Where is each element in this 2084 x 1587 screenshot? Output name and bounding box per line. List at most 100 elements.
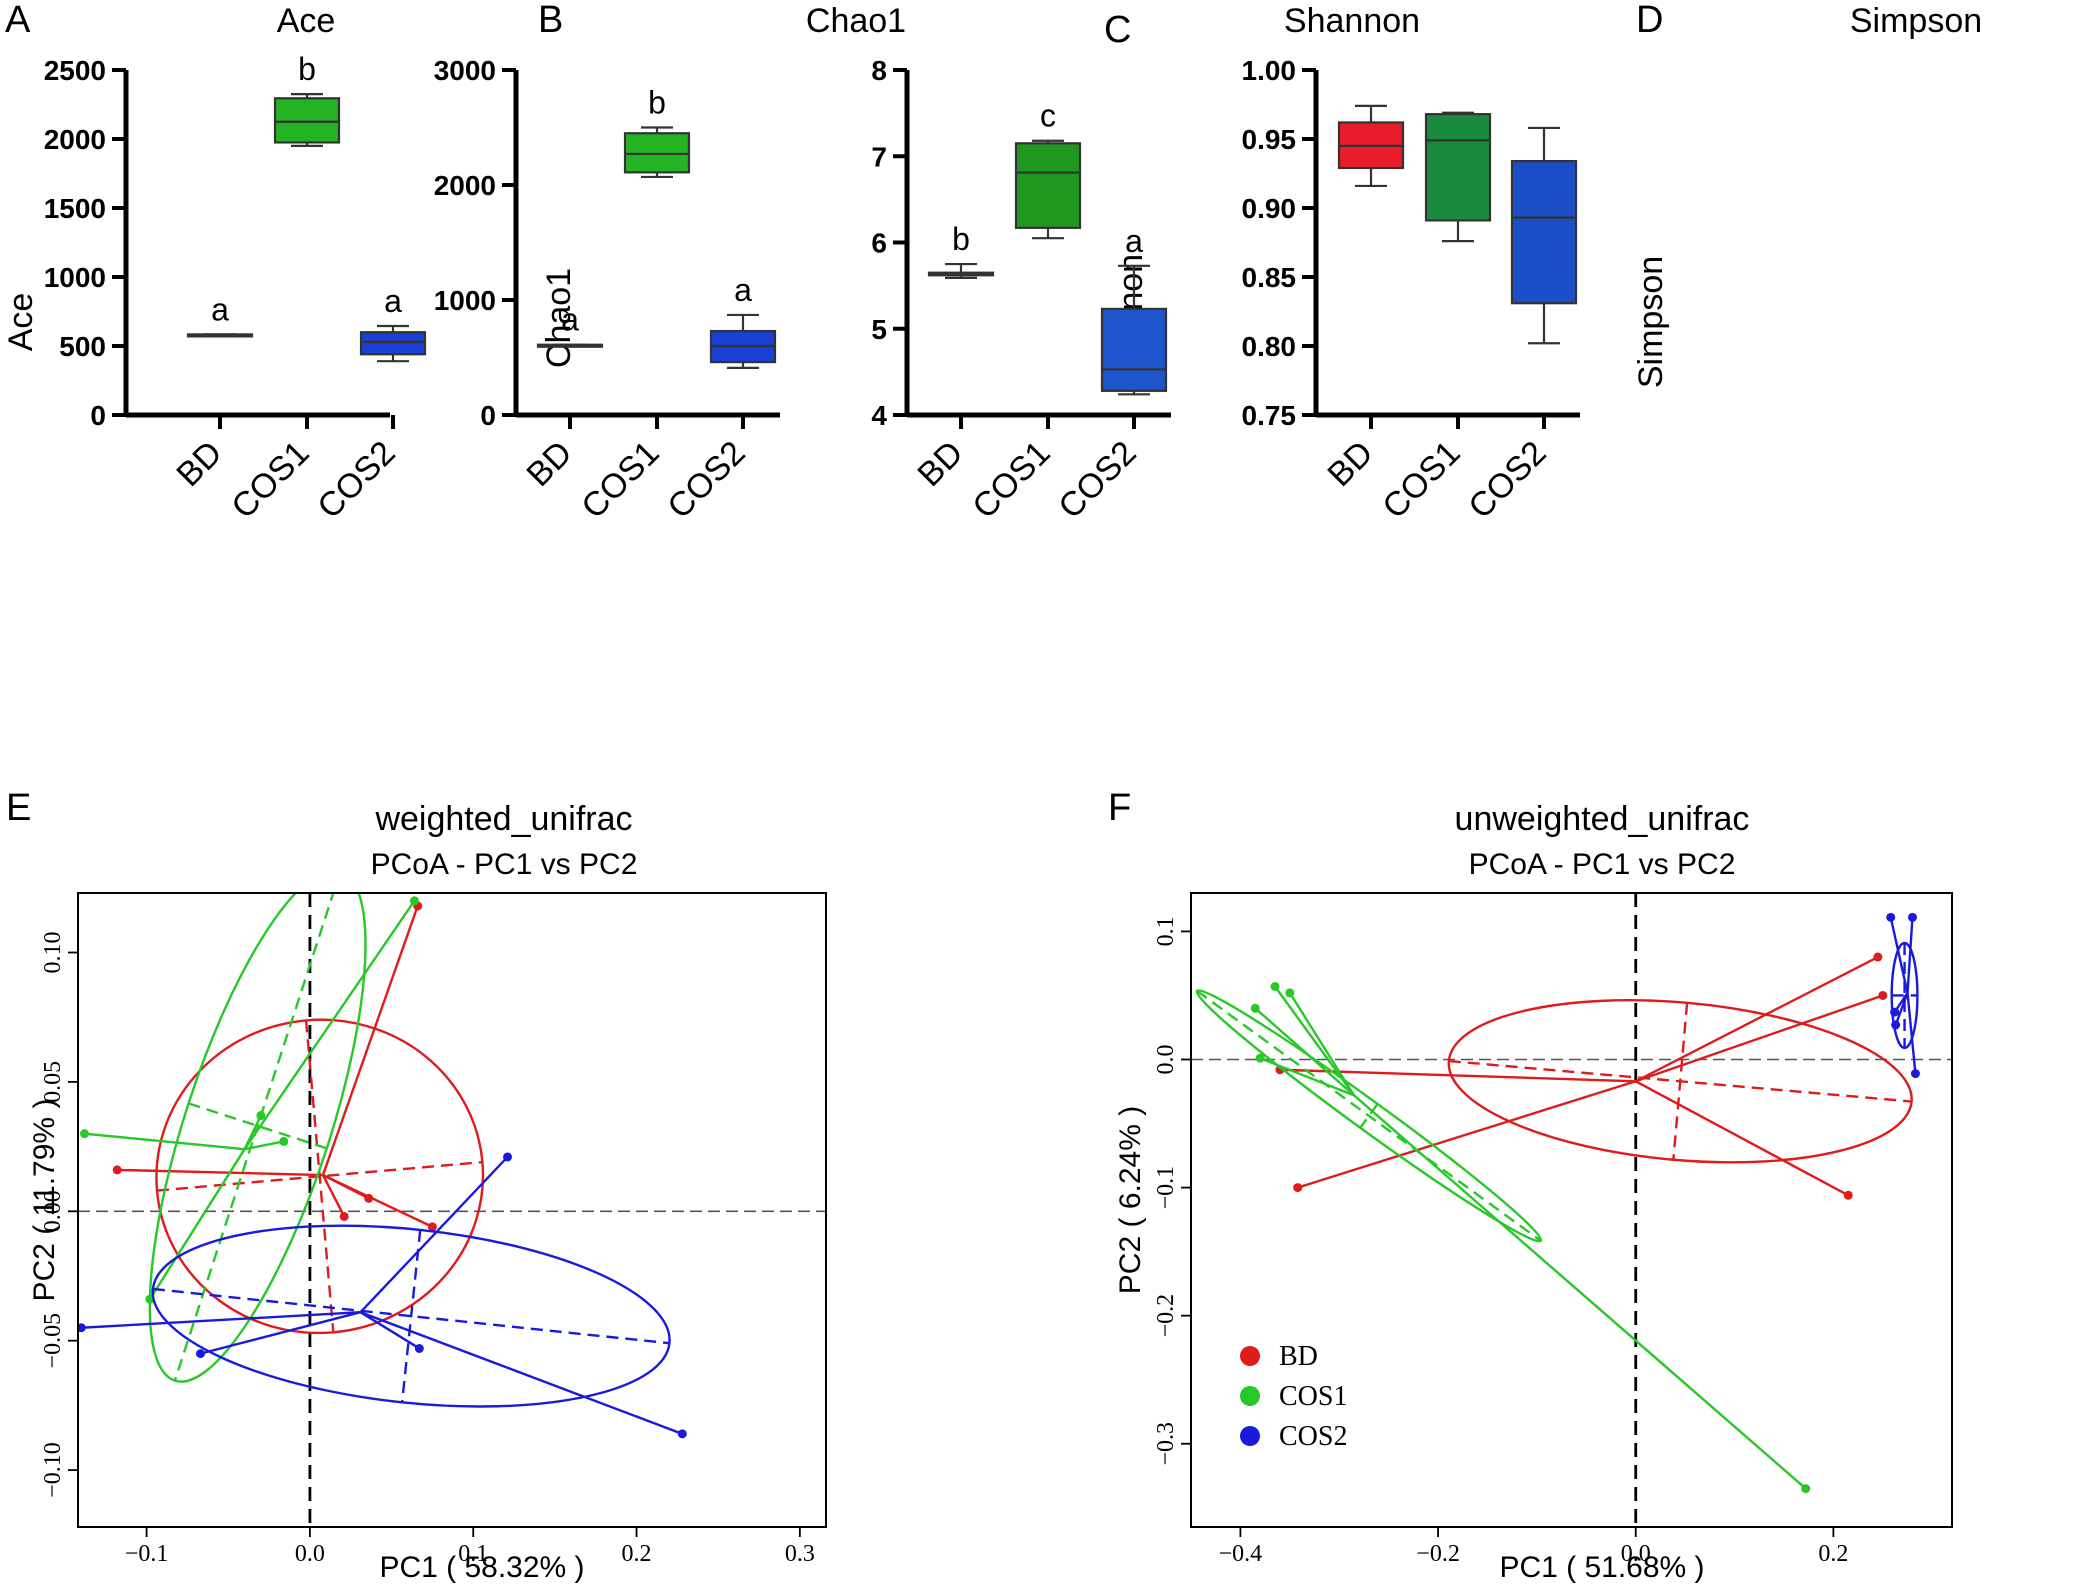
box-b-bd xyxy=(536,343,604,348)
ellipse-major-axis xyxy=(152,1287,670,1345)
significance-letter-b-bd: a xyxy=(561,302,579,338)
spider-line xyxy=(117,1168,324,1177)
y-tick-label-c: 8 xyxy=(871,55,887,86)
y-tick-label-f: 0.1 xyxy=(1153,916,1179,946)
y-tick-label-b: 2000 xyxy=(434,170,496,201)
panel-label-e: E xyxy=(6,787,31,829)
panel-label-f: F xyxy=(1108,787,1131,829)
sample-point xyxy=(1886,912,1896,922)
legend-label-cos2: COS2 xyxy=(1279,1421,1347,1452)
chart-title-e: weighted_unifrac xyxy=(374,800,632,838)
sample-point xyxy=(112,1165,122,1175)
group-f-cos1 xyxy=(1195,981,1811,1494)
ellipse-minor-axis xyxy=(1672,1002,1689,1160)
x-axis-label-e: PC1 ( 58.32% ) xyxy=(379,1551,584,1584)
spider-line xyxy=(321,1174,346,1218)
y-axis-label-b: Chao1 xyxy=(540,268,578,368)
sample-point xyxy=(1878,990,1888,1000)
spider-line xyxy=(1635,955,1879,1083)
plot-frame-f xyxy=(1190,892,1953,1528)
panel-label-c: C xyxy=(1104,9,1131,51)
legend-label-bd: BD xyxy=(1279,1341,1318,1372)
y-tick-label-d: 1.00 xyxy=(1242,55,1297,86)
box-iqr xyxy=(1424,113,1492,222)
legend-marker-cos2 xyxy=(1240,1426,1260,1446)
sample-point xyxy=(195,1349,205,1359)
sample-point xyxy=(1907,912,1917,922)
box-b-cos1 xyxy=(623,126,691,179)
box-d-bd xyxy=(1337,104,1405,188)
panel-label-d: D xyxy=(1636,0,1663,41)
x-tick-label-e: 0.0 xyxy=(295,1541,325,1567)
box-iqr xyxy=(359,331,427,356)
spider-line xyxy=(1635,994,1884,1083)
spider-line xyxy=(1259,1057,1355,1097)
panel-label-a: A xyxy=(5,0,31,41)
x-tick-label-e: 0.2 xyxy=(622,1541,652,1567)
y-tick-label-c: 5 xyxy=(871,314,887,345)
box-d-cos2 xyxy=(1510,126,1578,345)
box-c-cos1 xyxy=(1014,139,1082,240)
y-tick-label-c: 4 xyxy=(871,400,887,431)
group-e-bd xyxy=(112,901,485,1335)
significance-letter-a-cos1: b xyxy=(298,51,316,87)
spider-line xyxy=(1274,985,1356,1097)
sample-point xyxy=(1270,981,1280,991)
y-tick-label-f: 0.0 xyxy=(1153,1045,1179,1075)
spider-line xyxy=(1906,917,1914,993)
spider-line xyxy=(84,1132,245,1151)
y-tick-label-e: −0.10 xyxy=(40,1442,66,1498)
sample-point xyxy=(339,1211,349,1221)
ellipse-minor-axis xyxy=(173,893,335,1381)
y-tick-label-e: 0.05 xyxy=(40,1061,66,1103)
significance-letter-a-bd: a xyxy=(211,291,229,327)
x-tick-label-f: 0.0 xyxy=(1621,1541,1651,1567)
box-iqr xyxy=(1014,142,1082,229)
significance-letter-c-bd: b xyxy=(952,221,970,257)
y-tick-label-d: 0.95 xyxy=(1242,124,1297,155)
sample-point xyxy=(78,1323,86,1333)
box-a-cos1 xyxy=(273,93,341,147)
y-tick-label-e: 0.10 xyxy=(40,932,66,974)
y-tick-label-e: −0.05 xyxy=(40,1313,66,1369)
y-tick-label-c: 6 xyxy=(871,228,887,259)
sample-point xyxy=(677,1429,687,1439)
chart-title-a: Ace xyxy=(277,2,336,40)
spider-line xyxy=(322,1173,433,1228)
box-c-bd xyxy=(927,262,995,279)
spider-line xyxy=(1894,992,1909,1026)
sample-point xyxy=(1890,1007,1900,1017)
sample-point xyxy=(1873,952,1883,962)
y-tick-label-a: 500 xyxy=(59,331,106,362)
legend-marker-bd xyxy=(1240,1346,1260,1366)
box-iqr xyxy=(273,97,341,144)
y-tick-label-d: 0.75 xyxy=(1242,400,1297,431)
y-axis-label-a: Ace xyxy=(2,293,40,352)
significance-letter-b-cos1: b xyxy=(648,85,666,121)
ellipse-minor-axis xyxy=(1359,1103,1379,1129)
box-a-bd xyxy=(186,333,254,338)
y-tick-label-b: 0 xyxy=(480,400,496,431)
sample-point xyxy=(256,1111,266,1121)
sample-point xyxy=(414,1343,424,1353)
sample-point xyxy=(1255,1053,1265,1063)
chart-title-b: Chao1 xyxy=(806,2,906,40)
y-tick-label-f: −0.3 xyxy=(1153,1422,1179,1466)
spider-line xyxy=(148,1148,246,1300)
y-tick-label-c: 7 xyxy=(871,141,887,172)
significance-letter-b-cos2: a xyxy=(734,272,752,308)
significance-letter-c-cos2: a xyxy=(1125,223,1143,259)
y-tick-label-b: 3000 xyxy=(434,55,496,86)
x-tick-label-e: −0.1 xyxy=(125,1541,169,1567)
group-e-cos1 xyxy=(80,893,419,1383)
plot-frame-e xyxy=(77,892,827,1528)
spider-line xyxy=(1297,1080,1637,1189)
spider-line xyxy=(359,1311,420,1350)
x-tick-label-f: 0.2 xyxy=(1818,1541,1848,1567)
legend-f: BD COS1 COS2 xyxy=(1240,1341,1347,1452)
y-axis-label-e: PC2 ( 11.79% ) xyxy=(28,1099,61,1302)
y-tick-label-a: 0 xyxy=(90,400,106,431)
ellipse-minor-axis xyxy=(400,1229,422,1403)
legend-label-cos1: COS1 xyxy=(1279,1381,1347,1412)
sample-point xyxy=(1801,1484,1811,1494)
